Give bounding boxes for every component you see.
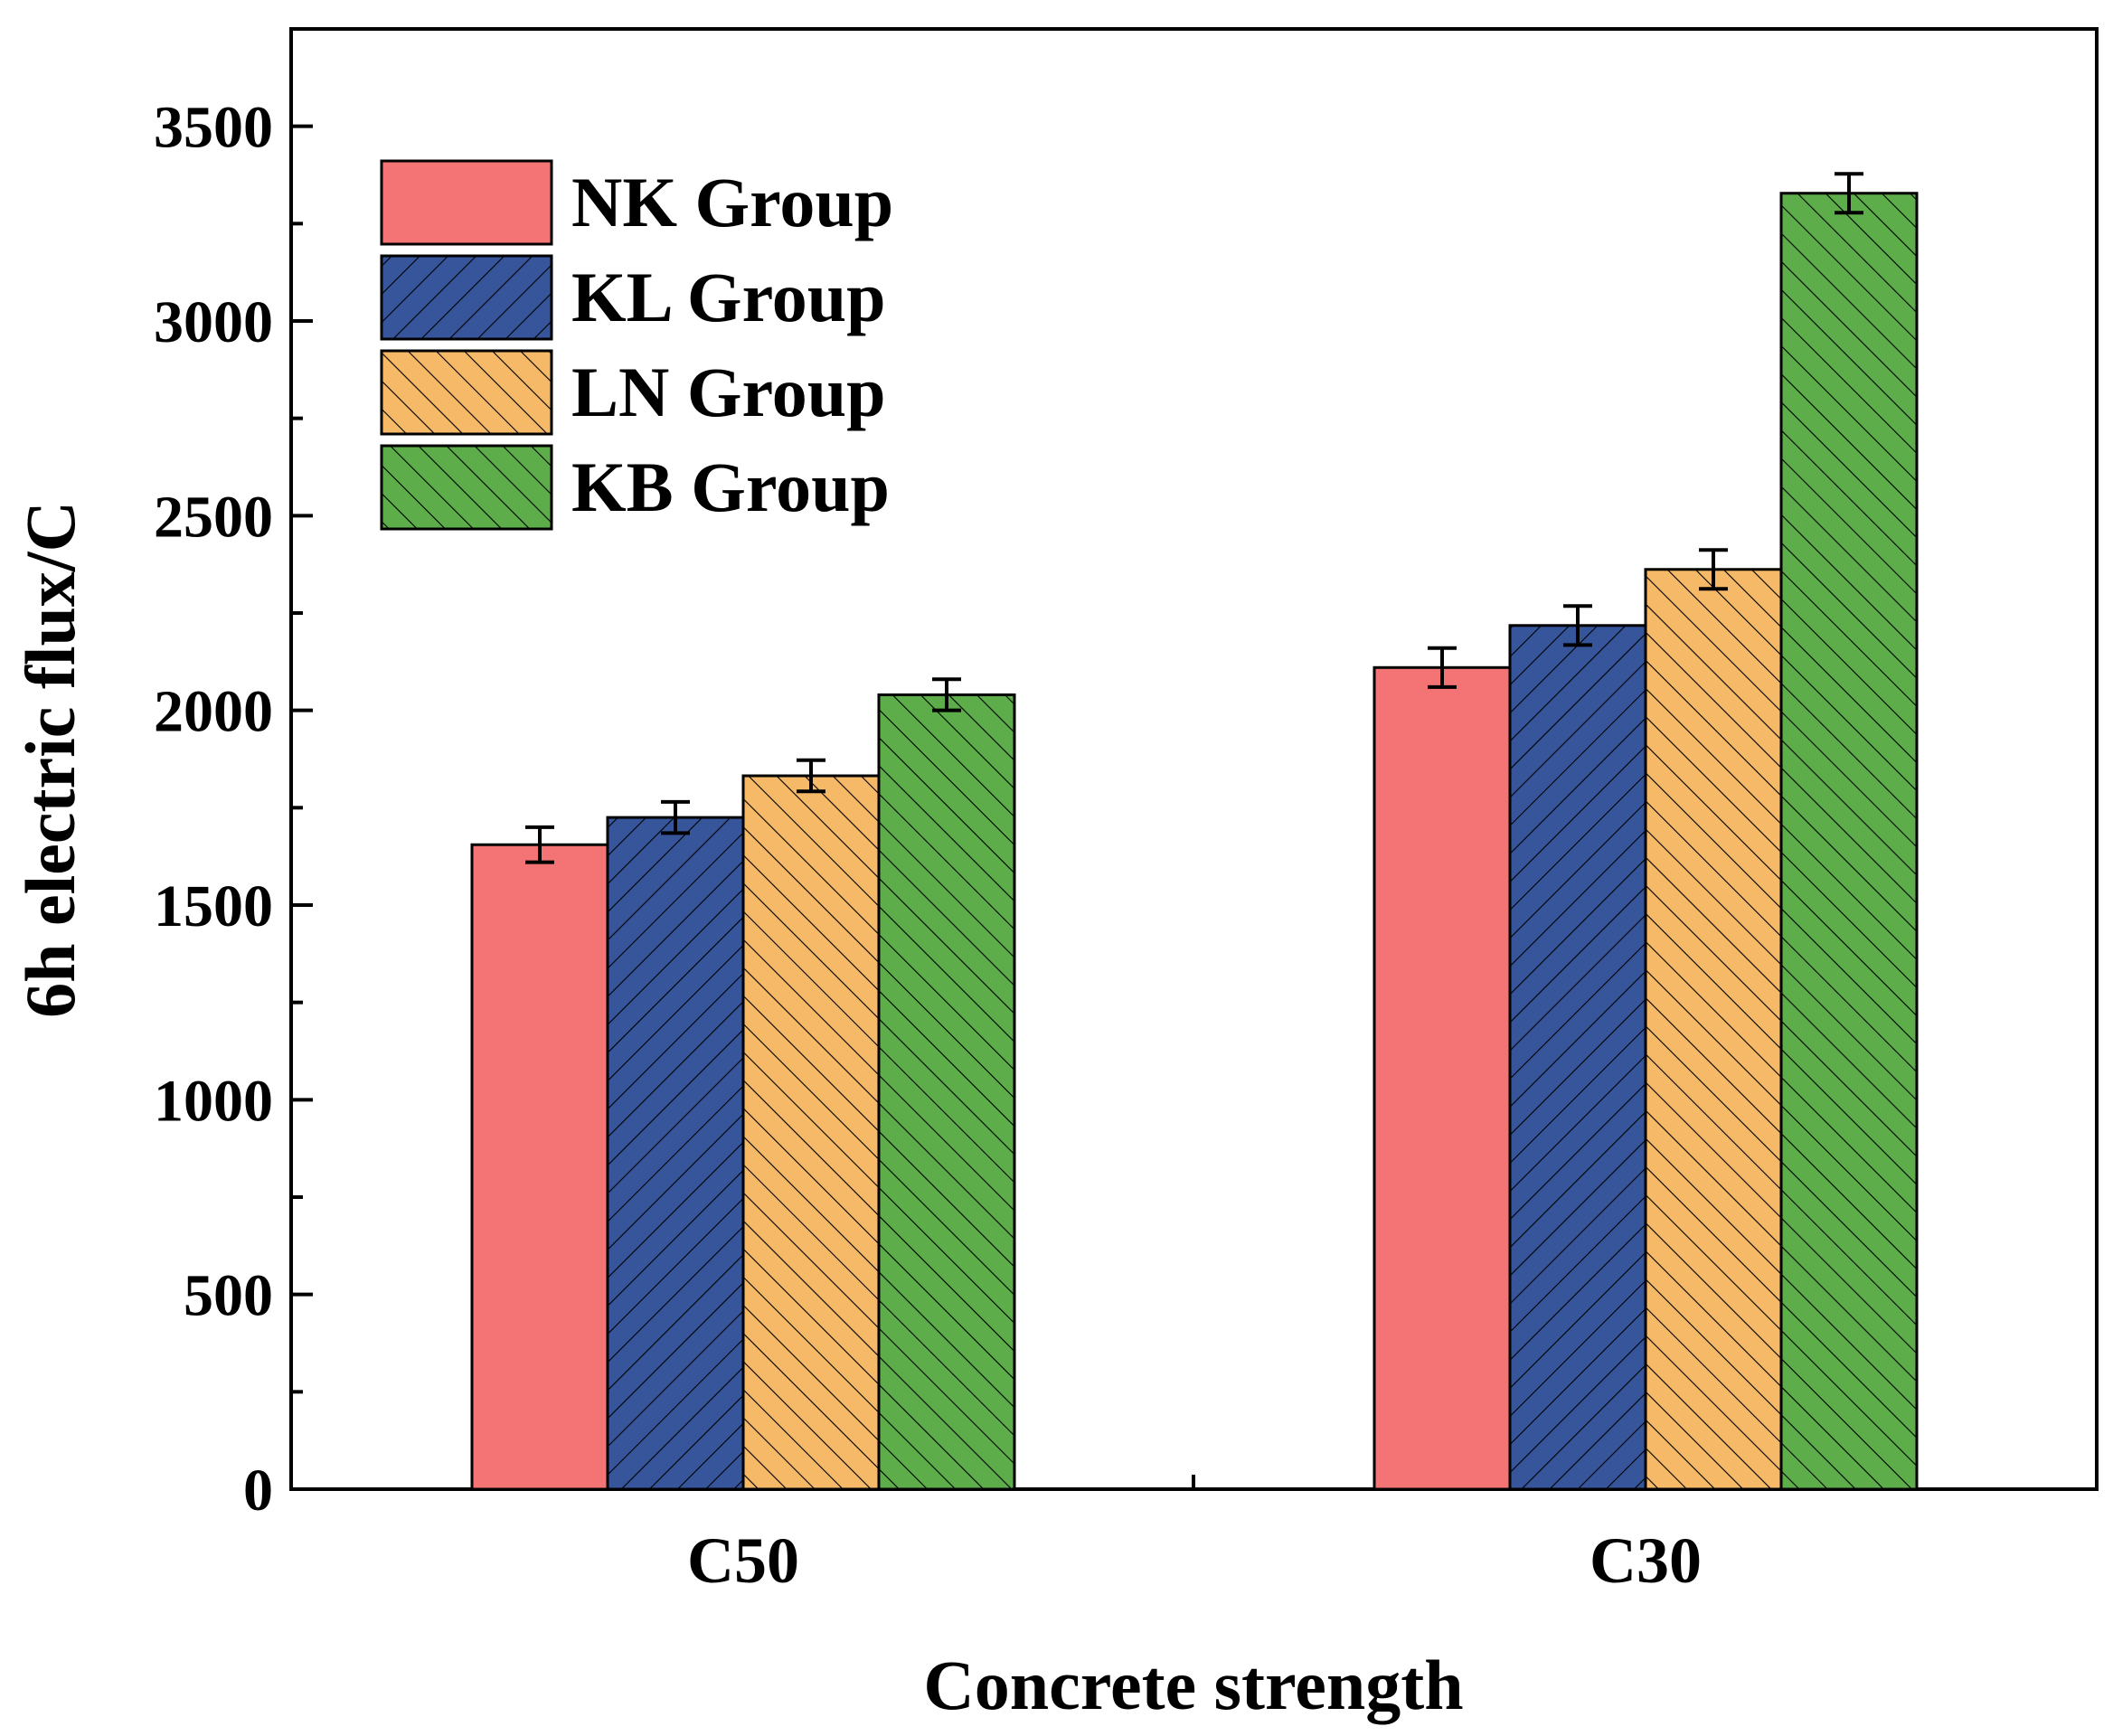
bar-hatch xyxy=(879,694,1014,1489)
x-tick-label: C30 xyxy=(1589,1524,1702,1597)
x-axis: C50 C30 xyxy=(687,1475,1702,1597)
bar-hatch xyxy=(1510,625,1646,1489)
legend-swatch-hatch xyxy=(382,351,552,434)
y-tick-label: 1000 xyxy=(154,1068,273,1134)
y-tick-label: 0 xyxy=(243,1458,273,1524)
error-bars xyxy=(525,172,1863,864)
bar-hatch xyxy=(1646,569,1781,1489)
y-tick-label: 2000 xyxy=(154,679,273,745)
bars xyxy=(470,192,1919,1491)
bar-hatch xyxy=(743,776,879,1489)
x-tick-label: C50 xyxy=(687,1524,799,1597)
legend-swatch-hatch xyxy=(382,446,552,529)
y-tick-label: 1500 xyxy=(154,873,273,939)
bar-hatch xyxy=(1781,193,1917,1489)
y-tick-label: 3000 xyxy=(154,289,273,355)
y-tick-label: 2500 xyxy=(154,484,273,550)
legend-label: NK Group xyxy=(571,163,893,241)
y-tick-label: 3500 xyxy=(154,95,273,161)
bar xyxy=(472,844,608,1489)
legend-label: KB Group xyxy=(571,448,890,526)
y-axis: 0 500 1000 1500 2000 2500 3000 3500 xyxy=(154,95,313,1524)
legend-swatch-outline xyxy=(380,349,553,436)
legend: NK Group KL Group LN Group KB Group xyxy=(380,159,893,531)
legend-swatch xyxy=(382,161,552,244)
legend-label: LN Group xyxy=(571,353,886,431)
legend-swatch-outline xyxy=(380,159,553,246)
x-axis-title: Concrete strength xyxy=(923,1646,1463,1724)
legend-swatch-outline xyxy=(380,444,553,531)
y-axis-title: 6h electric flux/C xyxy=(11,501,90,1018)
bar xyxy=(1374,667,1510,1489)
legend-label: KL Group xyxy=(571,258,886,336)
bar-hatch xyxy=(608,817,743,1489)
legend-swatch-outline xyxy=(380,254,553,341)
y-tick-label: 500 xyxy=(184,1263,273,1329)
legend-swatch-hatch xyxy=(382,256,552,339)
